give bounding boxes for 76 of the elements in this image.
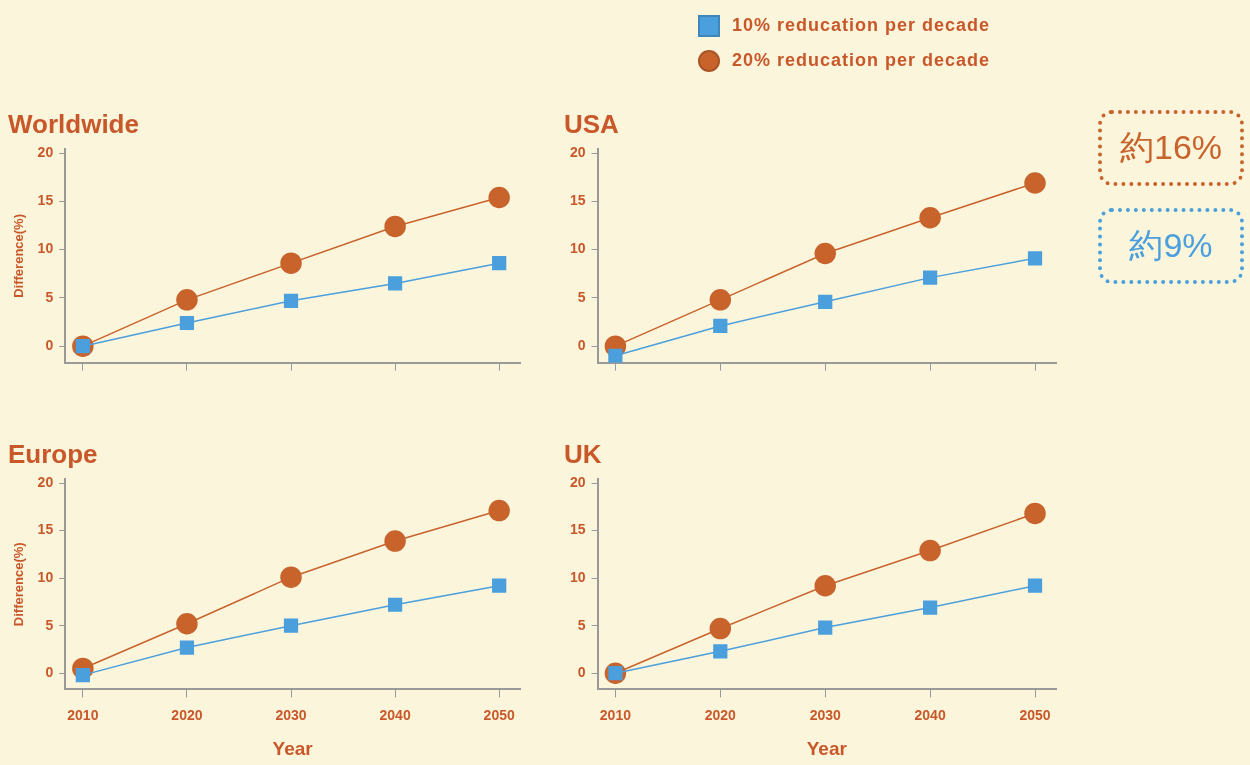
- point: [709, 617, 732, 640]
- point: [179, 640, 195, 655]
- y-tick-label: 0: [577, 337, 586, 354]
- y-tick-label: 15: [569, 192, 586, 209]
- x-axis-title: Year: [806, 737, 848, 759]
- y-tick-label: 10: [37, 568, 54, 585]
- y-tick-label: 5: [45, 288, 54, 305]
- x-tick-label: 2030: [809, 706, 841, 723]
- y-tick-label: 10: [569, 240, 586, 257]
- point: [1024, 172, 1046, 194]
- point: [713, 644, 728, 659]
- x-tick-label: 2050: [1019, 706, 1051, 723]
- point: [814, 242, 836, 265]
- y-tick-label: 0: [45, 337, 54, 354]
- x-tick-label: 2020: [171, 706, 203, 723]
- y-tick-label: 5: [45, 616, 54, 633]
- y-tick-label: 5: [577, 288, 586, 305]
- text: 約16%: [1098, 110, 1244, 186]
- y-axis-title: Difference(%): [11, 542, 27, 627]
- point: [280, 252, 302, 274]
- point: [923, 270, 938, 285]
- y-tick-label: 5: [577, 616, 586, 633]
- legend-label: 10% reducation per decade: [732, 15, 991, 36]
- y-tick-label: 20: [569, 473, 586, 490]
- x-axis-title: Year: [272, 737, 314, 759]
- point: [179, 315, 195, 331]
- point: [713, 318, 728, 334]
- x-tick-label: 2030: [275, 706, 307, 723]
- y-tick-label: 15: [37, 521, 54, 538]
- y-tick-label: 15: [37, 192, 54, 209]
- x-tick-label: 2020: [704, 706, 737, 723]
- chart-title: Worldwide: [8, 108, 139, 139]
- y-tick-label: 10: [569, 568, 586, 585]
- chart-title: UK: [564, 438, 602, 469]
- y-tick-label: 20: [569, 143, 586, 160]
- x-tick-label: 2040: [379, 706, 411, 723]
- point: [814, 574, 836, 597]
- point: [280, 566, 302, 588]
- point: [283, 618, 299, 633]
- chart-title: Europe: [8, 438, 98, 469]
- x-tick-label: 2010: [599, 706, 632, 723]
- y-tick-label: 0: [45, 664, 54, 681]
- point: [488, 499, 510, 522]
- point: [919, 207, 941, 229]
- point: [1024, 502, 1046, 525]
- point: [1027, 251, 1043, 266]
- point: [283, 293, 299, 308]
- point: [387, 276, 403, 291]
- point: [818, 294, 833, 309]
- point: [709, 289, 732, 311]
- point: [176, 289, 198, 311]
- point: [919, 539, 941, 562]
- point: [818, 620, 833, 635]
- chart-title: USA: [564, 108, 620, 139]
- point: [608, 348, 623, 363]
- legend-label: 20% reducation per decade: [732, 50, 991, 71]
- y-tick-label: 20: [37, 473, 54, 490]
- x-tick-label: 2040: [914, 706, 946, 723]
- y-axis-title: Difference(%): [11, 214, 27, 298]
- y-tick-label: 0: [577, 664, 586, 681]
- y-tick-label: 10: [37, 240, 54, 257]
- point: [176, 613, 198, 635]
- x-tick-label: 2050: [483, 706, 515, 723]
- y-tick-label: 15: [569, 521, 586, 538]
- point: [384, 530, 406, 552]
- point: [492, 256, 507, 271]
- point: [387, 597, 403, 612]
- point: [1027, 578, 1043, 593]
- point: [488, 186, 510, 209]
- text: 約9%: [1098, 208, 1244, 284]
- point: [923, 600, 938, 615]
- point: [384, 215, 406, 238]
- y-tick-label: 20: [37, 143, 54, 160]
- point: [492, 578, 507, 593]
- x-tick-label: 2010: [67, 706, 99, 723]
- point: [75, 668, 90, 683]
